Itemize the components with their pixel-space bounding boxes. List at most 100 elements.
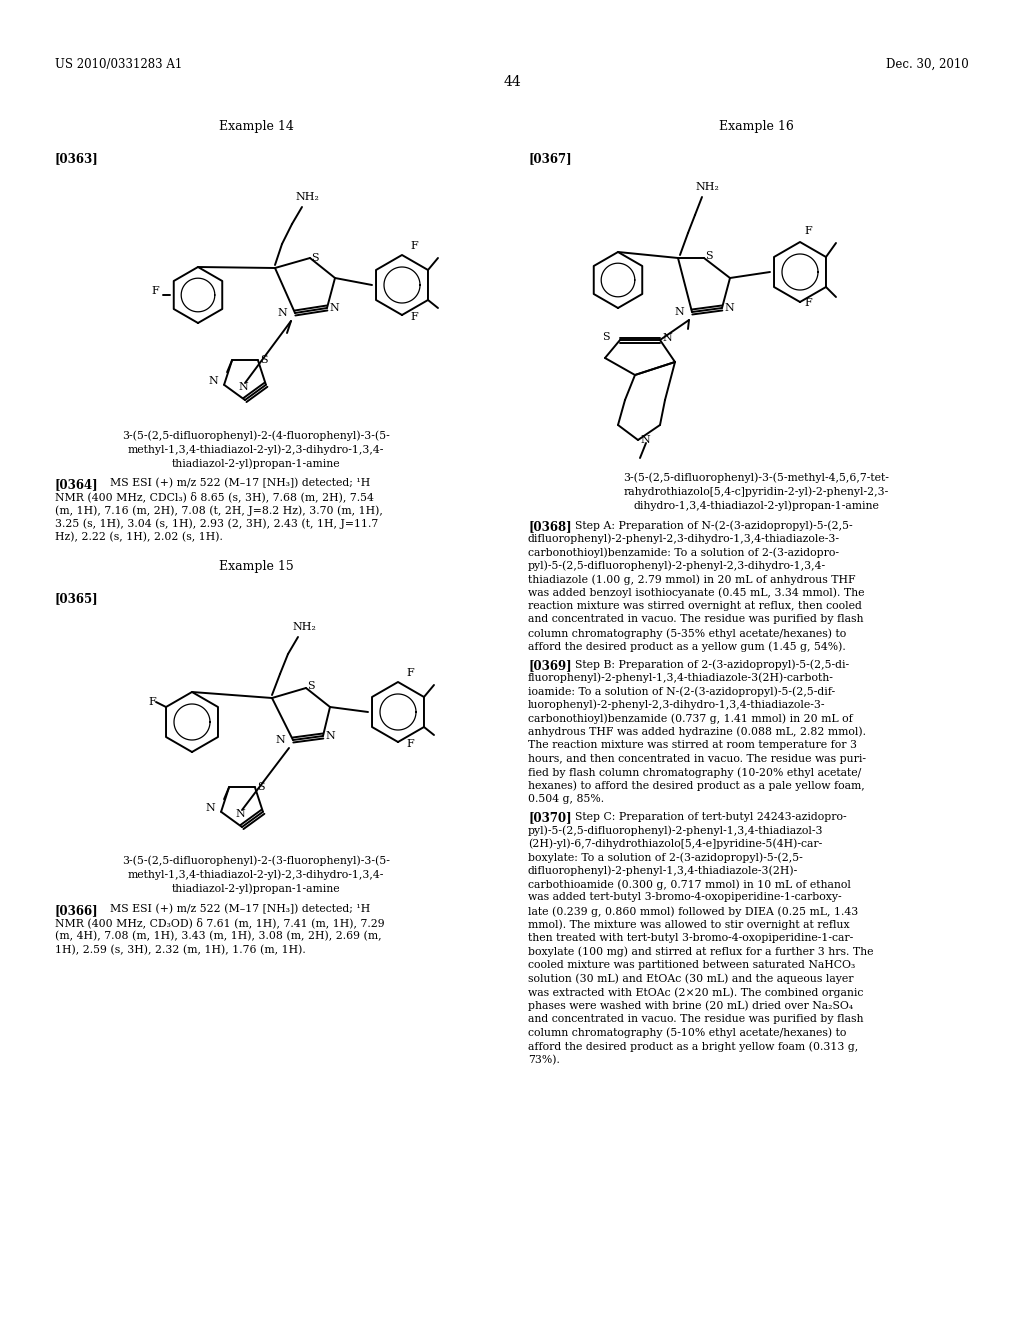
- Text: Example 16: Example 16: [719, 120, 794, 133]
- Text: fied by flash column chromatography (10-20% ethyl acetate/: fied by flash column chromatography (10-…: [528, 767, 861, 777]
- Text: Example 14: Example 14: [218, 120, 294, 133]
- Text: dihydro-1,3,4-thiadiazol-2-yl)propan-1-amine: dihydro-1,3,4-thiadiazol-2-yl)propan-1-a…: [633, 500, 879, 511]
- Text: [0370]: [0370]: [528, 812, 571, 825]
- Text: S: S: [260, 355, 267, 366]
- Text: NH₂: NH₂: [695, 182, 719, 191]
- Text: hours, and then concentrated in vacuo. The residue was puri-: hours, and then concentrated in vacuo. T…: [528, 754, 866, 763]
- Text: F: F: [410, 242, 418, 251]
- Text: 0.504 g, 85%.: 0.504 g, 85%.: [528, 795, 604, 804]
- Text: [0363]: [0363]: [55, 152, 98, 165]
- Text: 3-(5-(2,5-difluorophenyl)-2-(3-fluorophenyl)-3-(5-: 3-(5-(2,5-difluorophenyl)-2-(3-fluorophe…: [122, 855, 390, 866]
- Text: fluorophenyl)-2-phenyl-1,3,4-thiadiazole-3(2H)-carboth-: fluorophenyl)-2-phenyl-1,3,4-thiadiazole…: [528, 672, 834, 682]
- Text: S: S: [307, 681, 314, 690]
- Text: late (0.239 g, 0.860 mmol) followed by DIEA (0.25 mL, 1.43: late (0.239 g, 0.860 mmol) followed by D…: [528, 906, 858, 916]
- Text: carbonothioyl)benzamide (0.737 g, 1.41 mmol) in 20 mL of: carbonothioyl)benzamide (0.737 g, 1.41 m…: [528, 713, 853, 723]
- Text: phases were washed with brine (20 mL) dried over Na₂SO₄: phases were washed with brine (20 mL) dr…: [528, 1001, 853, 1011]
- Text: mmol). The mixture was allowed to stir overnight at reflux: mmol). The mixture was allowed to stir o…: [528, 920, 850, 931]
- Text: and concentrated in vacuo. The residue was purified by flash: and concentrated in vacuo. The residue w…: [528, 1014, 863, 1024]
- Text: [0368]: [0368]: [528, 520, 571, 533]
- Text: 3-(5-(2,5-difluorophenyl)-3-(5-methyl-4,5,6,7-tet-: 3-(5-(2,5-difluorophenyl)-3-(5-methyl-4,…: [623, 473, 889, 483]
- Text: thiadiazol-2-yl)propan-1-amine: thiadiazol-2-yl)propan-1-amine: [172, 883, 340, 894]
- Text: Step B: Preparation of 2-(3-azidopropyl)-5-(2,5-di-: Step B: Preparation of 2-(3-azidopropyl)…: [575, 659, 849, 669]
- Text: thiadiazole (1.00 g, 2.79 mmol) in 20 mL of anhydrous THF: thiadiazole (1.00 g, 2.79 mmol) in 20 mL…: [528, 574, 856, 585]
- Text: N: N: [329, 304, 339, 313]
- Text: reaction mixture was stirred overnight at reflux, then cooled: reaction mixture was stirred overnight a…: [528, 601, 862, 611]
- Text: F: F: [406, 668, 414, 678]
- Text: Step C: Preparation of tert-butyl 24243-azidopro-: Step C: Preparation of tert-butyl 24243-…: [575, 812, 847, 821]
- Text: N: N: [724, 304, 734, 313]
- Text: 44: 44: [503, 75, 521, 88]
- Text: boxylate: To a solution of 2-(3-azidopropyl)-5-(2,5-: boxylate: To a solution of 2-(3-azidopro…: [528, 851, 803, 862]
- Text: carbothioamide (0.300 g, 0.717 mmol) in 10 mL of ethanol: carbothioamide (0.300 g, 0.717 mmol) in …: [528, 879, 851, 890]
- Text: rahydrothiazolo[5,4-c]pyridin-2-yl)-2-phenyl-2,3-: rahydrothiazolo[5,4-c]pyridin-2-yl)-2-ph…: [624, 486, 889, 496]
- Text: methyl-1,3,4-thiadiazol-2-yl)-2,3-dihydro-1,3,4-: methyl-1,3,4-thiadiazol-2-yl)-2,3-dihydr…: [128, 444, 384, 454]
- Text: S: S: [705, 251, 713, 261]
- Text: MS ESI (+) m/z 522 (M–17 [NH₃]) detected; ¹H: MS ESI (+) m/z 522 (M–17 [NH₃]) detected…: [110, 478, 371, 488]
- Text: MS ESI (+) m/z 522 (M–17 [NH₃]) detected; ¹H: MS ESI (+) m/z 522 (M–17 [NH₃]) detected…: [110, 904, 371, 915]
- Text: cooled mixture was partitioned between saturated NaHCO₃: cooled mixture was partitioned between s…: [528, 960, 855, 970]
- Text: column chromatography (5-10% ethyl acetate/hexanes) to: column chromatography (5-10% ethyl aceta…: [528, 1027, 847, 1038]
- Text: F: F: [148, 697, 156, 708]
- Text: carbonothioyl)benzamide: To a solution of 2-(3-azidopro-: carbonothioyl)benzamide: To a solution o…: [528, 546, 839, 557]
- Text: N: N: [236, 809, 245, 818]
- Text: methyl-1,3,4-thiadiazol-2-yl)-2,3-dihydro-1,3,4-: methyl-1,3,4-thiadiazol-2-yl)-2,3-dihydr…: [128, 869, 384, 879]
- Text: N: N: [278, 308, 287, 318]
- Text: (m, 4H), 7.08 (m, 1H), 3.43 (m, 1H), 3.08 (m, 2H), 2.69 (m,: (m, 4H), 7.08 (m, 1H), 3.43 (m, 1H), 3.0…: [55, 931, 382, 941]
- Text: 3.25 (s, 1H), 3.04 (s, 1H), 2.93 (2, 3H), 2.43 (t, 1H, J=11.7: 3.25 (s, 1H), 3.04 (s, 1H), 2.93 (2, 3H)…: [55, 519, 378, 529]
- Text: F: F: [406, 739, 414, 748]
- Text: then treated with tert-butyl 3-bromo-4-oxopiperidine-1-car-: then treated with tert-butyl 3-bromo-4-o…: [528, 933, 853, 942]
- Text: difluorophenyl)-2-phenyl-2,3-dihydro-1,3,4-thiadiazole-3-: difluorophenyl)-2-phenyl-2,3-dihydro-1,3…: [528, 533, 840, 544]
- Text: 3-(5-(2,5-difluorophenyl)-2-(4-fluorophenyl)-3-(5-: 3-(5-(2,5-difluorophenyl)-2-(4-fluorophe…: [122, 430, 390, 441]
- Text: NH₂: NH₂: [295, 191, 318, 202]
- Text: difluorophenyl)-2-phenyl-1,3,4-thiadiazole-3(2H)-: difluorophenyl)-2-phenyl-1,3,4-thiadiazo…: [528, 866, 799, 876]
- Text: S: S: [602, 333, 610, 342]
- Text: F: F: [804, 226, 812, 236]
- Text: pyl)-5-(2,5-difluorophenyl)-2-phenyl-1,3,4-thiadiazol-3: pyl)-5-(2,5-difluorophenyl)-2-phenyl-1,3…: [528, 825, 823, 836]
- Text: Example 15: Example 15: [219, 560, 293, 573]
- Text: NMR (400 MHz, CDCl₃) δ 8.65 (s, 3H), 7.68 (m, 2H), 7.54: NMR (400 MHz, CDCl₃) δ 8.65 (s, 3H), 7.6…: [55, 491, 374, 503]
- Text: N: N: [275, 735, 285, 744]
- Text: and concentrated in vacuo. The residue was purified by flash: and concentrated in vacuo. The residue w…: [528, 615, 863, 624]
- Text: N: N: [662, 333, 672, 343]
- Text: pyl)-5-(2,5-difluorophenyl)-2-phenyl-2,3-dihydro-1,3,4-: pyl)-5-(2,5-difluorophenyl)-2-phenyl-2,3…: [528, 561, 826, 572]
- Text: luorophenyl)-2-phenyl-2,3-dihydro-1,3,4-thiadiazole-3-: luorophenyl)-2-phenyl-2,3-dihydro-1,3,4-…: [528, 700, 825, 710]
- Text: afford the desired product as a yellow gum (1.45 g, 54%).: afford the desired product as a yellow g…: [528, 642, 846, 652]
- Text: The reaction mixture was stirred at room temperature for 3: The reaction mixture was stirred at room…: [528, 741, 857, 750]
- Text: NMR (400 MHz, CD₃OD) δ 7.61 (m, 1H), 7.41 (m, 1H), 7.29: NMR (400 MHz, CD₃OD) δ 7.61 (m, 1H), 7.4…: [55, 917, 385, 928]
- Text: S: S: [311, 253, 318, 263]
- Text: Step A: Preparation of N-(2-(3-azidopropyl)-5-(2,5-: Step A: Preparation of N-(2-(3-azidoprop…: [575, 520, 853, 531]
- Text: [0366]: [0366]: [55, 904, 98, 917]
- Text: S: S: [257, 783, 264, 792]
- Text: column chromatography (5-35% ethyl acetate/hexanes) to: column chromatography (5-35% ethyl aceta…: [528, 628, 846, 639]
- Text: F: F: [410, 312, 418, 322]
- Text: hexanes) to afford the desired product as a pale yellow foam,: hexanes) to afford the desired product a…: [528, 780, 864, 791]
- Text: N: N: [640, 436, 650, 445]
- Text: anhydrous THF was added hydrazine (0.088 mL, 2.82 mmol).: anhydrous THF was added hydrazine (0.088…: [528, 726, 866, 737]
- Text: ioamide: To a solution of N-(2-(3-azidopropyl)-5-(2,5-dif-: ioamide: To a solution of N-(2-(3-azidop…: [528, 686, 836, 697]
- Text: [0367]: [0367]: [528, 152, 571, 165]
- Text: thiadiazol-2-yl)propan-1-amine: thiadiazol-2-yl)propan-1-amine: [172, 458, 340, 469]
- Text: solution (30 mL) and EtOAc (30 mL) and the aqueous layer: solution (30 mL) and EtOAc (30 mL) and t…: [528, 974, 853, 985]
- Text: was added tert-butyl 3-bromo-4-oxopiperidine-1-carboxy-: was added tert-butyl 3-bromo-4-oxopiperi…: [528, 892, 842, 903]
- Text: US 2010/0331283 A1: US 2010/0331283 A1: [55, 58, 182, 71]
- Text: (m, 1H), 7.16 (m, 2H), 7.08 (t, 2H, J=8.2 Hz), 3.70 (m, 1H),: (m, 1H), 7.16 (m, 2H), 7.08 (t, 2H, J=8.…: [55, 506, 383, 516]
- Text: [0369]: [0369]: [528, 659, 571, 672]
- Text: N: N: [206, 803, 215, 813]
- Text: Hz), 2.22 (s, 1H), 2.02 (s, 1H).: Hz), 2.22 (s, 1H), 2.02 (s, 1H).: [55, 532, 223, 543]
- Text: was extracted with EtOAc (2×20 mL). The combined organic: was extracted with EtOAc (2×20 mL). The …: [528, 987, 863, 998]
- Text: F: F: [152, 286, 159, 296]
- Text: N: N: [325, 731, 335, 741]
- Text: F: F: [804, 297, 812, 308]
- Text: [0365]: [0365]: [55, 591, 98, 605]
- Text: Dec. 30, 2010: Dec. 30, 2010: [886, 58, 969, 71]
- Text: boxylate (100 mg) and stirred at reflux for a further 3 hrs. The: boxylate (100 mg) and stirred at reflux …: [528, 946, 873, 957]
- Text: was added benzoyl isothiocyanate (0.45 mL, 3.34 mmol). The: was added benzoyl isothiocyanate (0.45 m…: [528, 587, 864, 598]
- Text: 73%).: 73%).: [528, 1055, 560, 1065]
- Text: 1H), 2.59 (s, 3H), 2.32 (m, 1H), 1.76 (m, 1H).: 1H), 2.59 (s, 3H), 2.32 (m, 1H), 1.76 (m…: [55, 945, 306, 954]
- Text: N: N: [674, 308, 684, 317]
- Text: NH₂: NH₂: [292, 622, 315, 632]
- Text: (2H)-yl)-6,7-dihydrothiazolo[5,4-e]pyridine-5(4H)-car-: (2H)-yl)-6,7-dihydrothiazolo[5,4-e]pyrid…: [528, 838, 822, 849]
- Text: N: N: [239, 381, 248, 392]
- Text: afford the desired product as a bright yellow foam (0.313 g,: afford the desired product as a bright y…: [528, 1041, 858, 1052]
- Text: [0364]: [0364]: [55, 478, 98, 491]
